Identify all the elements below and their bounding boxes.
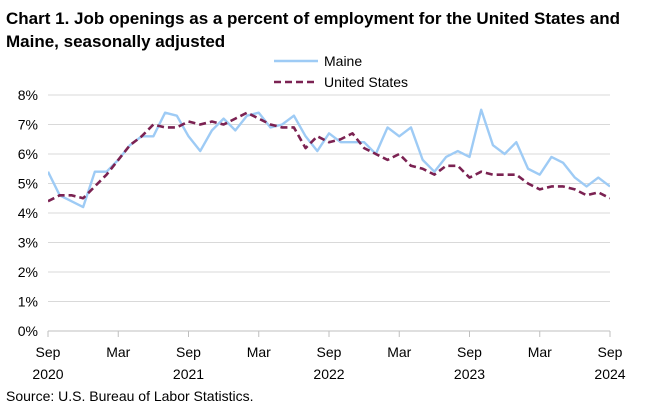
y-tick-label: 2% xyxy=(18,264,38,280)
x-tick-label-month: Sep xyxy=(36,344,61,360)
y-tick-label: 3% xyxy=(18,235,38,251)
y-tick-label: 0% xyxy=(18,323,38,339)
x-tick-label-year: 2022 xyxy=(313,366,344,382)
x-tick-label-month: Sep xyxy=(317,344,342,360)
x-tick-label-year: 2021 xyxy=(173,366,204,382)
axes xyxy=(47,330,611,337)
x-tick-label-month: Sep xyxy=(457,344,482,360)
y-tick-label: 7% xyxy=(18,117,38,133)
x-tick-label-month: Sep xyxy=(598,344,623,360)
x-tick-label-month: Mar xyxy=(247,344,271,360)
legend-label: United States xyxy=(324,74,408,90)
x-axis-tick-labels: Sep 2020 Mar Sep 2021 Mar Sep 2022 Mar Sep 2023 Mar… xyxy=(32,344,625,382)
x-tick-label-month: Mar xyxy=(528,344,552,360)
x-tick-label-month: Mar xyxy=(387,344,411,360)
y-tick-label: 1% xyxy=(18,294,38,310)
source-note: Source: U.S. Bureau of Labor Statistics. xyxy=(6,388,254,404)
x-tick-label-month: Sep xyxy=(176,344,201,360)
y-axis-tick-labels: 0% 1% 2% 3% 4% 5% 6% 7% 8% xyxy=(18,87,38,339)
x-tick-label-year: 2024 xyxy=(594,366,625,382)
series-line-united-states xyxy=(48,111,610,203)
y-tick-label: 4% xyxy=(18,205,38,221)
x-tick-label-year: 2023 xyxy=(454,366,485,382)
x-tick-label-month: Mar xyxy=(106,344,130,360)
gridlines xyxy=(48,94,610,302)
chart-title: Chart 1. Job openings as a percent of em… xyxy=(6,9,620,51)
x-tick-label-year: 2020 xyxy=(32,366,63,382)
legend-label: Maine xyxy=(324,53,362,69)
y-tick-label: 6% xyxy=(18,146,38,162)
legend: Maine United States xyxy=(274,53,408,90)
y-tick-label: 8% xyxy=(18,87,38,103)
y-tick-label: 5% xyxy=(18,176,38,192)
series-lines xyxy=(48,108,610,209)
